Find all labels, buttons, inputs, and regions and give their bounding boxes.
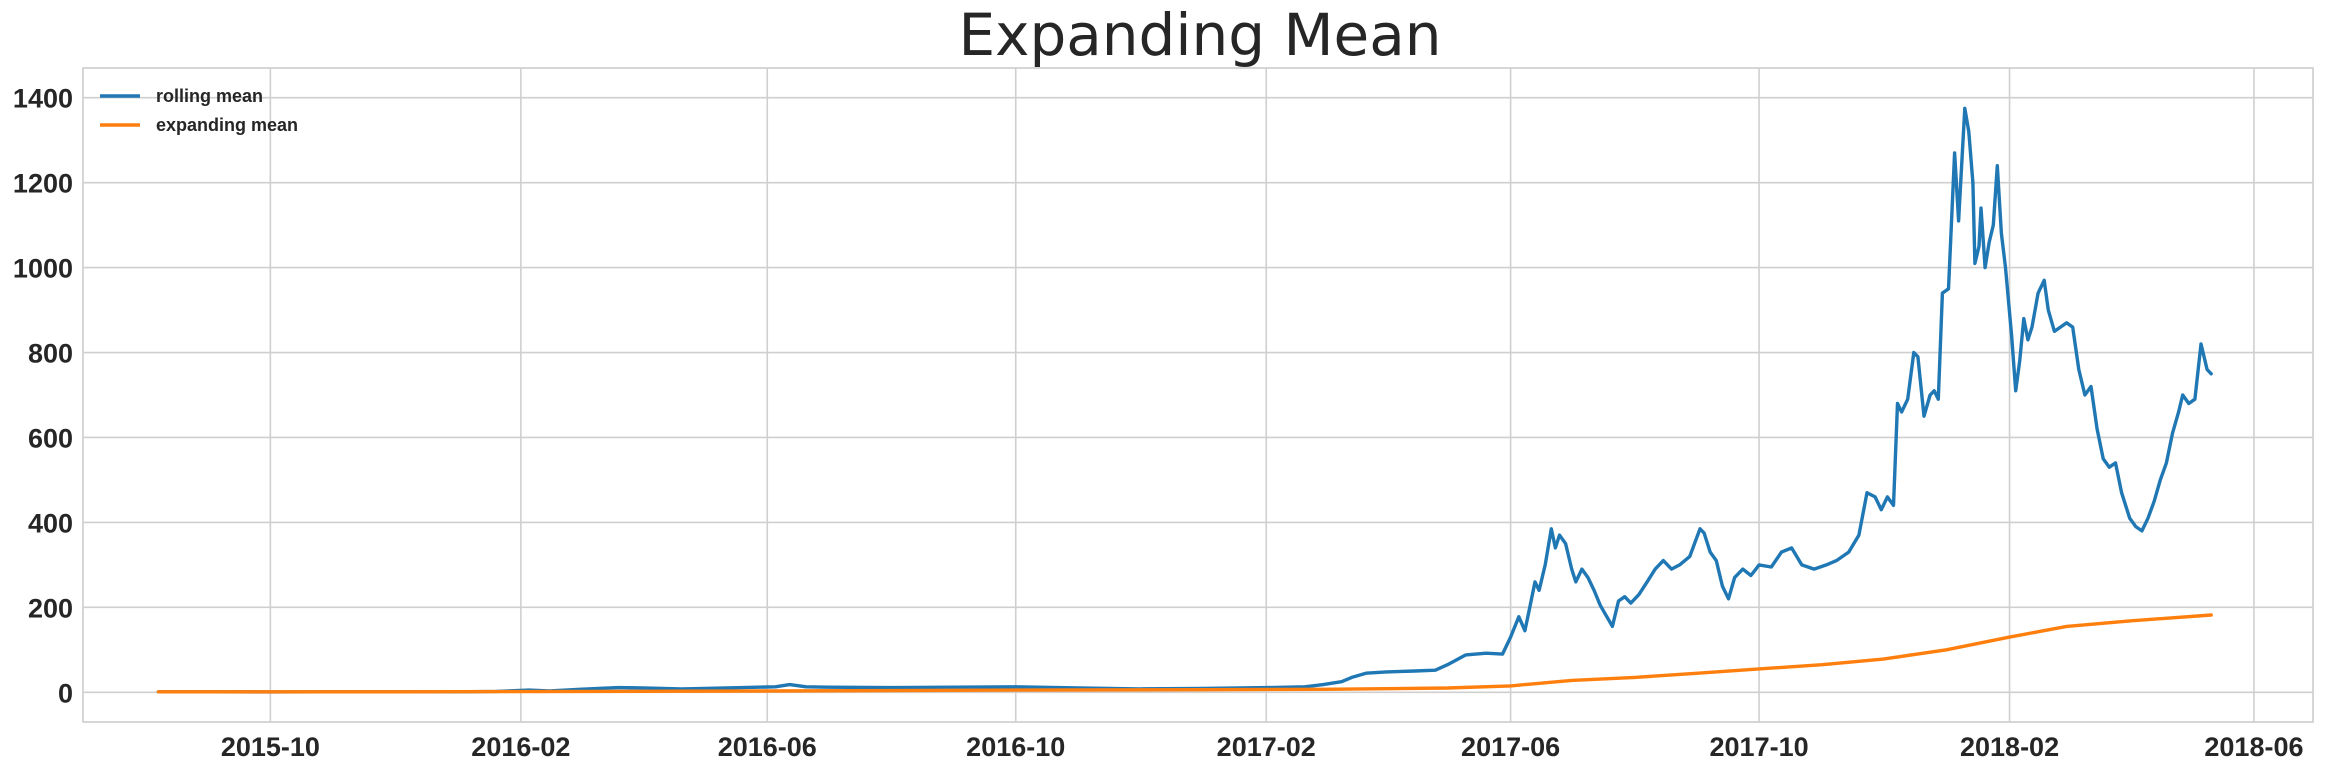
expanding-mean-line bbox=[156, 613, 2213, 694]
y-tick-label: 1400 bbox=[13, 84, 73, 114]
x-tick-label: 2015-10 bbox=[221, 732, 320, 762]
x-tick-label: 2016-10 bbox=[966, 732, 1065, 762]
y-tick-label: 1200 bbox=[13, 169, 73, 199]
x-tick-labels: 2015-10 2016-02 2016-06 2016-10 2017-02 2017-… bbox=[221, 732, 2304, 762]
y-tick-label: 200 bbox=[28, 593, 73, 623]
y-tick-label: 800 bbox=[28, 339, 73, 369]
x-tick-label: 2016-06 bbox=[718, 732, 817, 762]
x-tick-label: 2016-02 bbox=[471, 732, 570, 762]
x-tick-label: 2018-02 bbox=[1960, 732, 2059, 762]
expanding-mean-legend-label: expanding mean bbox=[156, 115, 298, 135]
y-tick-label: 0 bbox=[58, 678, 73, 708]
rolling-mean-line bbox=[156, 106, 2213, 694]
grid-lines bbox=[83, 68, 2313, 722]
series-lines bbox=[156, 106, 2213, 694]
x-tick-label: 2017-02 bbox=[1217, 732, 1316, 762]
legend: rolling mean expanding mean bbox=[100, 86, 298, 135]
chart-title: Expanding Mean bbox=[958, 1, 1441, 69]
x-tick-label: 2018-06 bbox=[2204, 732, 2303, 762]
plot-area-frame bbox=[82, 67, 2314, 723]
y-tick-label: 1000 bbox=[13, 254, 73, 284]
y-tick-label: 400 bbox=[28, 508, 73, 538]
y-tick-label: 600 bbox=[28, 423, 73, 453]
x-tick-label: 2017-10 bbox=[1710, 732, 1809, 762]
y-tick-labels: 0 200 400 600 800 1000 1200 1400 bbox=[13, 84, 73, 709]
x-tick-label: 2017-06 bbox=[1461, 732, 1560, 762]
rolling-mean-legend-label: rolling mean bbox=[156, 86, 263, 106]
